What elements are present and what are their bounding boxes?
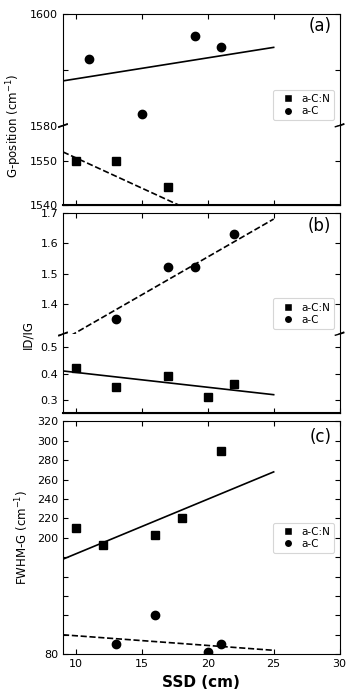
Text: (b): (b) xyxy=(308,217,331,235)
Y-axis label: ID/IG: ID/IG xyxy=(22,319,35,349)
Legend: a-C:N, a-C: a-C:N, a-C xyxy=(273,90,334,121)
X-axis label: SSD (cm): SSD (cm) xyxy=(162,674,240,690)
Text: (a): (a) xyxy=(308,17,331,35)
Y-axis label: FWHM-G (cm$^{-1}$): FWHM-G (cm$^{-1}$) xyxy=(14,490,32,586)
Legend: a-C:N, a-C: a-C:N, a-C xyxy=(273,523,334,553)
Y-axis label: G-position (cm$^{-1}$): G-position (cm$^{-1}$) xyxy=(5,73,24,177)
Text: (c): (c) xyxy=(309,428,331,446)
Legend: a-C:N, a-C: a-C:N, a-C xyxy=(273,299,334,328)
